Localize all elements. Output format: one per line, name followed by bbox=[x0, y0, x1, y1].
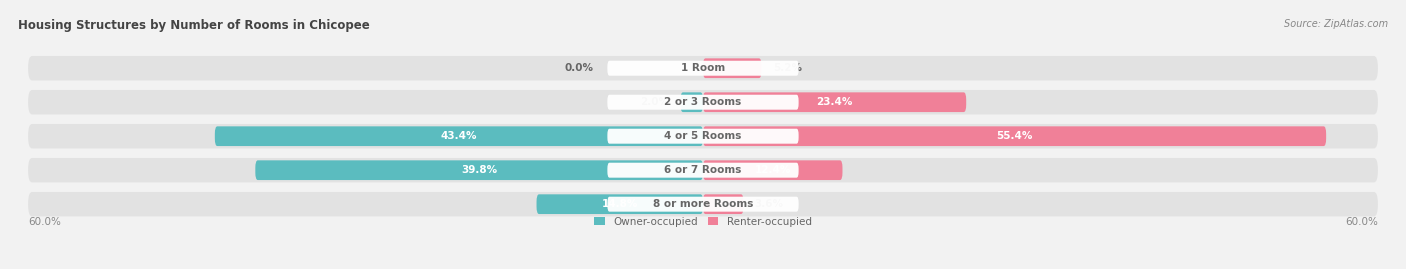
FancyBboxPatch shape bbox=[703, 194, 744, 214]
FancyBboxPatch shape bbox=[607, 163, 799, 178]
FancyBboxPatch shape bbox=[607, 95, 799, 110]
Text: 23.4%: 23.4% bbox=[817, 97, 853, 107]
FancyBboxPatch shape bbox=[607, 61, 799, 76]
FancyBboxPatch shape bbox=[537, 194, 703, 214]
FancyBboxPatch shape bbox=[703, 58, 762, 78]
Legend: Owner-occupied, Renter-occupied: Owner-occupied, Renter-occupied bbox=[591, 213, 815, 231]
FancyBboxPatch shape bbox=[681, 92, 703, 112]
Text: 43.4%: 43.4% bbox=[440, 131, 477, 141]
FancyBboxPatch shape bbox=[28, 124, 1378, 148]
FancyBboxPatch shape bbox=[215, 126, 703, 146]
FancyBboxPatch shape bbox=[28, 158, 1378, 182]
Text: 5.2%: 5.2% bbox=[773, 63, 801, 73]
Text: 1 Room: 1 Room bbox=[681, 63, 725, 73]
FancyBboxPatch shape bbox=[703, 92, 966, 112]
FancyBboxPatch shape bbox=[28, 90, 1378, 114]
FancyBboxPatch shape bbox=[256, 160, 703, 180]
Text: 2.0%: 2.0% bbox=[640, 97, 669, 107]
Text: 2 or 3 Rooms: 2 or 3 Rooms bbox=[665, 97, 741, 107]
FancyBboxPatch shape bbox=[607, 197, 799, 212]
Text: 12.4%: 12.4% bbox=[755, 165, 792, 175]
Text: 8 or more Rooms: 8 or more Rooms bbox=[652, 199, 754, 209]
Text: 6 or 7 Rooms: 6 or 7 Rooms bbox=[664, 165, 742, 175]
FancyBboxPatch shape bbox=[28, 56, 1378, 80]
Text: Source: ZipAtlas.com: Source: ZipAtlas.com bbox=[1284, 19, 1388, 29]
FancyBboxPatch shape bbox=[703, 160, 842, 180]
FancyBboxPatch shape bbox=[607, 129, 799, 144]
Text: 14.8%: 14.8% bbox=[602, 199, 638, 209]
Text: 60.0%: 60.0% bbox=[1346, 217, 1378, 227]
FancyBboxPatch shape bbox=[28, 192, 1378, 217]
Text: 4 or 5 Rooms: 4 or 5 Rooms bbox=[664, 131, 742, 141]
Text: 0.0%: 0.0% bbox=[565, 63, 593, 73]
Text: 3.6%: 3.6% bbox=[755, 199, 783, 209]
Text: 55.4%: 55.4% bbox=[997, 131, 1033, 141]
Text: Housing Structures by Number of Rooms in Chicopee: Housing Structures by Number of Rooms in… bbox=[18, 19, 370, 32]
Text: 60.0%: 60.0% bbox=[28, 217, 60, 227]
FancyBboxPatch shape bbox=[703, 126, 1326, 146]
Text: 39.8%: 39.8% bbox=[461, 165, 498, 175]
